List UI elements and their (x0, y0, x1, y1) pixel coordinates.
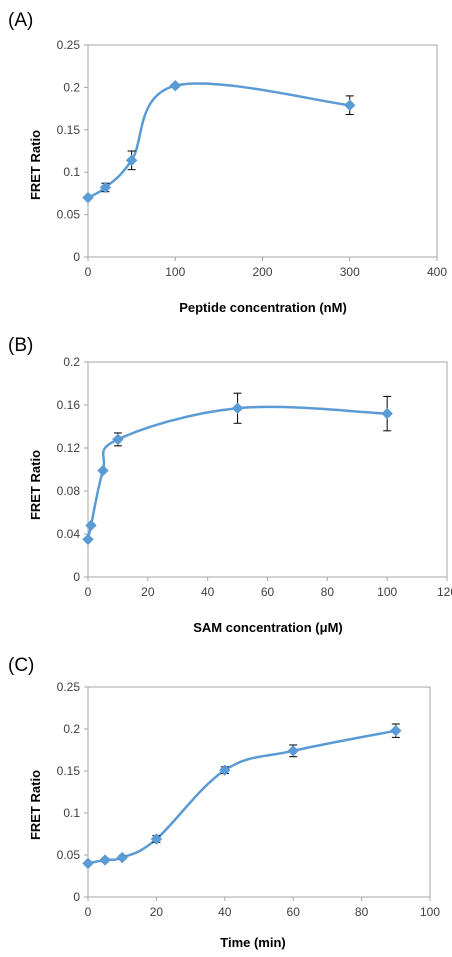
data-point (99, 181, 112, 194)
x-axis-label: Time (min) (220, 935, 286, 950)
data-point (381, 407, 393, 420)
y-tick-label: 0.05 (57, 848, 81, 862)
y-tick-label: 0 (73, 890, 80, 904)
data-point (82, 857, 94, 870)
y-tick-label: 0.15 (57, 123, 81, 137)
x-axis-label: Peptide concentration (nM) (179, 300, 347, 315)
chart-a: FRET Ratio Peptide concentration (nM) 00… (28, 38, 447, 315)
x-tick-label: 60 (261, 585, 275, 599)
x-tick-label: 80 (321, 585, 335, 599)
panel-c: (C) FRET Ratio Time (min) 0 0.05 0.1 0.15 0.… (0, 655, 452, 957)
y-tick-label: 0.2 (63, 722, 80, 736)
x-tick-label: 120 (437, 585, 452, 599)
plot-area-border (87, 686, 431, 898)
data-point (116, 851, 128, 864)
y-tick-label: 0 (73, 570, 80, 584)
x-tick-label: 300 (340, 265, 360, 279)
series-line (87, 729, 397, 865)
data-point (219, 764, 231, 776)
y-tick-label: 0.25 (57, 680, 81, 694)
chart-b: FRET Ratio SAM concentration (μM) 0 0.04 0… (28, 355, 452, 635)
data-point (97, 464, 109, 477)
x-tick-label: 0 (85, 905, 92, 919)
y-tick-label: 0.12 (57, 441, 81, 455)
x-tick-label: 40 (218, 905, 232, 919)
x-tick-label: 400 (427, 265, 447, 279)
x-tick-label: 0 (85, 585, 92, 599)
y-tick-label: 0.1 (63, 165, 80, 179)
data-point (82, 191, 94, 204)
y-tick-label: 0.25 (57, 38, 81, 52)
plot-area-border (87, 361, 448, 578)
y-tick-label: 0.05 (57, 208, 81, 222)
data-point (125, 154, 138, 167)
panel-label: (A) (8, 10, 34, 31)
panel-a: (A) FRET Ratio Peptide concentration (nM… (0, 10, 452, 325)
panel-label: (B) (8, 335, 34, 356)
x-tick-label: 200 (252, 265, 272, 279)
y-tick-label: 0.04 (57, 527, 81, 541)
x-tick-label: 0 (85, 265, 92, 279)
series-line (86, 405, 388, 540)
data-point (169, 79, 181, 92)
data-point (85, 519, 97, 532)
data-point (344, 99, 356, 111)
chart-c: FRET Ratio Time (min) 0 0.05 0.1 0.15 0.2 0.2… (28, 680, 440, 950)
y-tick-label: 0.15 (57, 764, 81, 778)
x-tick-label: 80 (355, 905, 369, 919)
x-tick-label: 100 (377, 585, 397, 599)
x-tick-label: 20 (141, 585, 155, 599)
y-tick-label: 0.2 (63, 355, 80, 369)
data-point (150, 833, 163, 845)
plot-area-border (87, 44, 438, 258)
x-tick-label: 20 (150, 905, 164, 919)
data-point (390, 724, 402, 737)
y-tick-label: 0.2 (63, 80, 80, 94)
y-tick-label: 0.08 (57, 484, 81, 498)
x-tick-label: 100 (165, 265, 185, 279)
y-tick-label: 0 (73, 250, 80, 264)
panel-label: (C) (8, 655, 35, 676)
y-axis-label: FRET Ratio (28, 770, 43, 840)
y-axis-label: FRET Ratio (28, 450, 43, 520)
data-point (99, 854, 111, 866)
data-point (231, 402, 244, 414)
data-point (112, 433, 124, 446)
series-line (87, 82, 350, 199)
data-point (287, 745, 299, 757)
x-axis-label: SAM concentration (μM) (193, 620, 343, 635)
y-tick-label: 0.16 (57, 398, 81, 412)
x-tick-label: 60 (287, 905, 301, 919)
data-point (82, 533, 94, 546)
x-tick-label: 40 (201, 585, 215, 599)
x-tick-label: 100 (420, 905, 440, 919)
y-axis-label: FRET Ratio (28, 130, 43, 200)
y-tick-label: 0.1 (63, 806, 80, 820)
